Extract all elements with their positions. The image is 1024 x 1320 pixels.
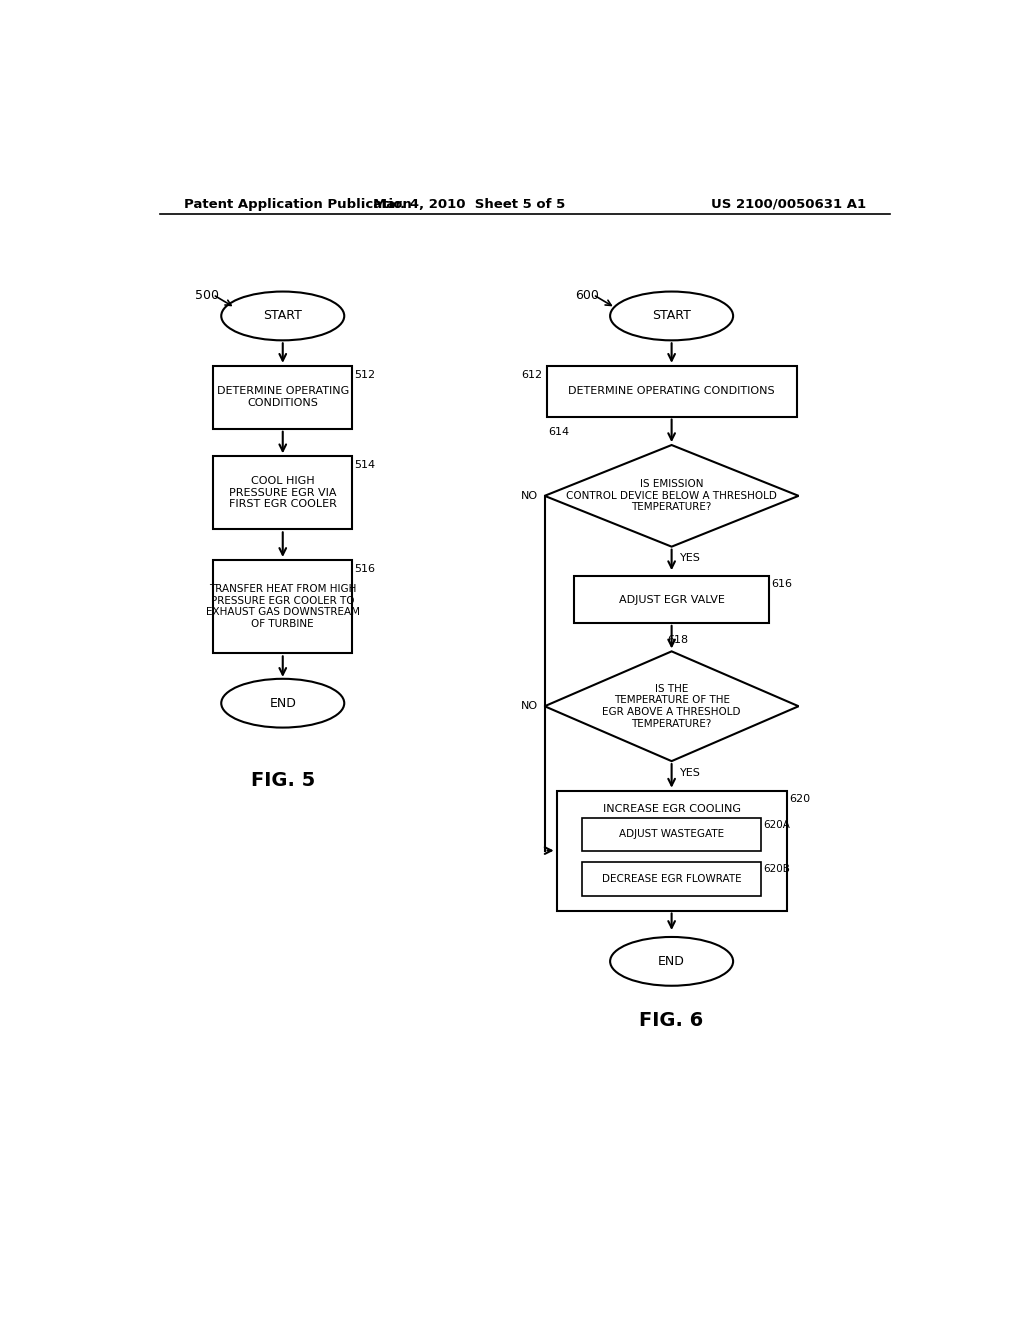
Text: 514: 514 — [354, 461, 376, 470]
Text: ADJUST WASTEGATE: ADJUST WASTEGATE — [620, 829, 724, 840]
Text: END: END — [658, 954, 685, 968]
Text: START: START — [652, 309, 691, 322]
Text: FIG. 5: FIG. 5 — [251, 771, 314, 789]
Text: FIG. 6: FIG. 6 — [640, 1011, 703, 1030]
Text: ADJUST EGR VALVE: ADJUST EGR VALVE — [618, 594, 725, 605]
Text: DETERMINE OPERATING
CONDITIONS: DETERMINE OPERATING CONDITIONS — [217, 387, 349, 408]
Text: IS EMISSION
CONTROL DEVICE BELOW A THRESHOLD
TEMPERATURE?: IS EMISSION CONTROL DEVICE BELOW A THRES… — [566, 479, 777, 512]
Text: Mar. 4, 2010  Sheet 5 of 5: Mar. 4, 2010 Sheet 5 of 5 — [373, 198, 565, 211]
Text: INCREASE EGR COOLING: INCREASE EGR COOLING — [602, 804, 740, 814]
Text: DETERMINE OPERATING CONDITIONS: DETERMINE OPERATING CONDITIONS — [568, 387, 775, 396]
Text: YES: YES — [680, 553, 700, 562]
Text: YES: YES — [680, 768, 700, 779]
Text: IS THE
TEMPERATURE OF THE
EGR ABOVE A THRESHOLD
TEMPERATURE?: IS THE TEMPERATURE OF THE EGR ABOVE A TH… — [602, 684, 741, 729]
Text: 614: 614 — [549, 426, 569, 437]
Text: 600: 600 — [574, 289, 599, 302]
Text: 500: 500 — [196, 289, 219, 302]
Text: TRANSFER HEAT FROM HIGH
PRESSURE EGR COOLER TO
EXHAUST GAS DOWNSTREAM
OF TURBINE: TRANSFER HEAT FROM HIGH PRESSURE EGR COO… — [206, 585, 359, 630]
Text: NO: NO — [521, 491, 539, 500]
Text: DECREASE EGR FLOWRATE: DECREASE EGR FLOWRATE — [602, 874, 741, 884]
Text: 620: 620 — [790, 793, 810, 804]
Text: US 2100/0050631 A1: US 2100/0050631 A1 — [711, 198, 866, 211]
Text: 616: 616 — [771, 579, 793, 589]
Text: 516: 516 — [354, 564, 376, 574]
Text: 512: 512 — [354, 370, 376, 380]
Text: 618: 618 — [668, 635, 689, 645]
Text: 620B: 620B — [763, 865, 791, 874]
Text: COOL HIGH
PRESSURE EGR VIA
FIRST EGR COOLER: COOL HIGH PRESSURE EGR VIA FIRST EGR COO… — [228, 477, 337, 510]
Text: END: END — [269, 697, 296, 710]
Text: NO: NO — [521, 701, 539, 711]
Text: 620A: 620A — [763, 820, 791, 829]
Text: 612: 612 — [521, 370, 543, 380]
Text: Patent Application Publication: Patent Application Publication — [183, 198, 412, 211]
Text: START: START — [263, 309, 302, 322]
